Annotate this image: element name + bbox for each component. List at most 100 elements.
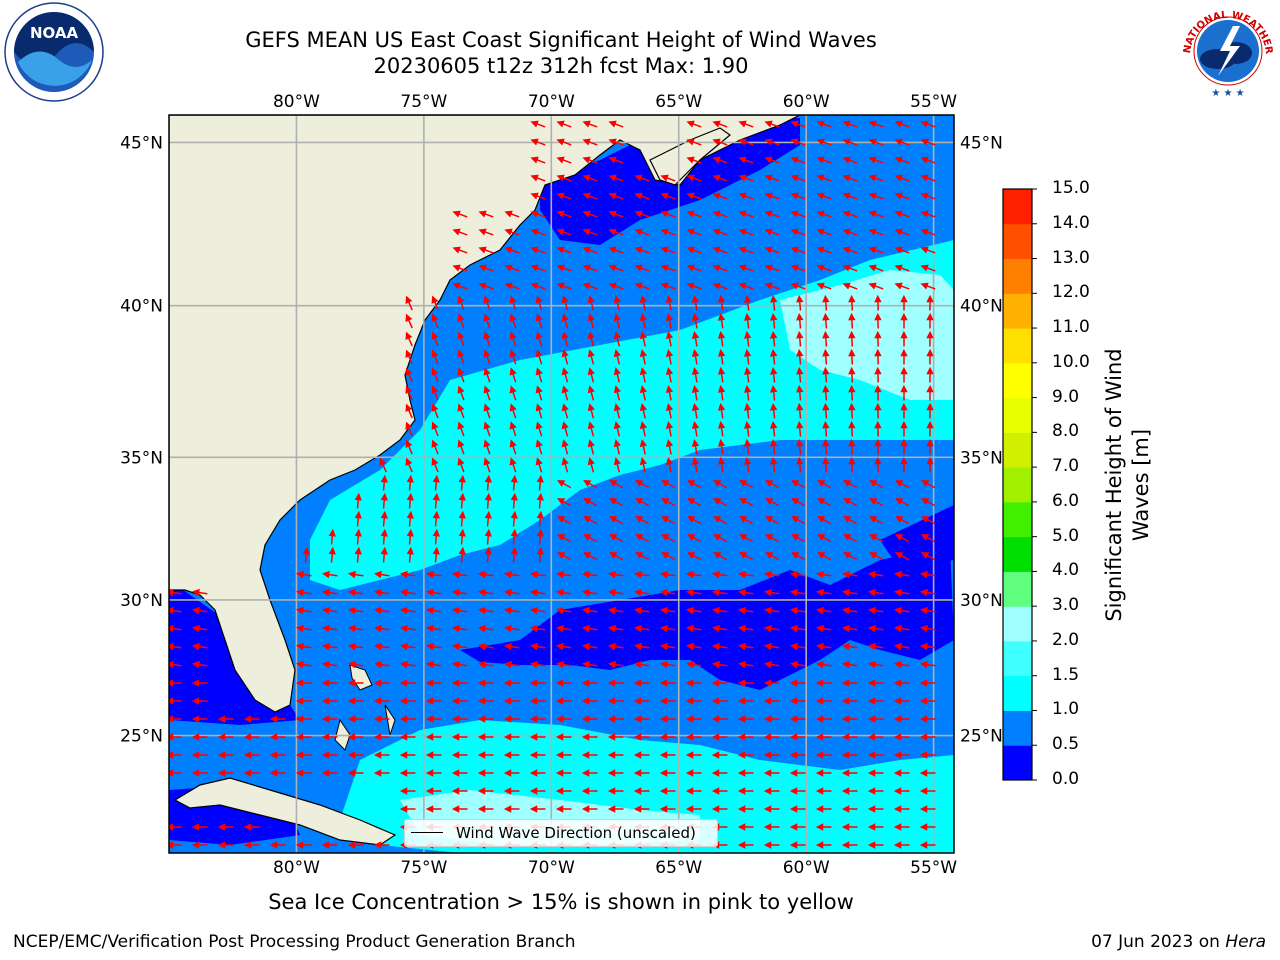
wind-arrow-head [169,588,174,597]
wind-arrow-head [587,367,595,376]
wind-arrow-head [635,480,644,487]
wind-arrow-head [763,823,772,831]
wind-arrow-head [737,805,746,813]
wind-arrow-head [633,751,642,759]
wind-arrow-head [711,679,720,687]
wind-arrow-head [796,348,804,357]
colorbar-level-label: 1.0 [1052,699,1080,720]
wind-arrow-head [458,528,466,537]
wind-arrow-head [613,403,621,412]
wind-arrow-head [691,402,700,411]
wind-arrow-head [432,510,440,519]
wind-arrow-head [713,534,722,541]
wind-arrow-head [691,312,700,321]
wind-arrow-head [900,330,908,339]
wind-arrow-head [425,787,434,795]
wind-arrow-head [685,606,694,615]
wind-arrow-head [842,246,851,254]
wind-arrow-head [529,697,538,705]
wind-arrow-head [581,805,590,813]
wind-arrow-head [633,570,642,579]
wind-arrow-head [535,367,543,376]
wind-arrow-head [405,313,413,322]
wind-arrow-head [583,516,592,523]
wind-arrow-head [613,421,621,430]
wind-arrow-head [920,282,929,290]
wind-arrow-head [425,570,434,579]
wind-arrow-head [347,751,356,759]
wind-arrow-head [608,156,617,164]
wind-arrow-head [639,421,648,430]
wind-arrow-head [895,480,904,487]
wind-arrow-head [587,331,595,340]
wind-arrow-head [556,156,565,164]
wind-arrow-head [764,246,773,254]
wind-arrow-head [796,420,804,429]
wind-arrow-head [874,312,882,321]
wind-arrow-head [425,606,434,615]
wind-arrow-head [503,606,512,615]
wind-arrow-head [321,642,330,651]
wind-arrow-head [295,751,304,759]
wind-arrow-head [900,312,908,321]
wind-arrow-head [406,492,414,501]
wind-arrow-head [790,264,799,272]
wind-arrow-head [713,498,722,505]
wind-arrow-head [639,457,648,466]
colorbar-level-label: 2.0 [1052,629,1080,650]
wind-arrow-head [607,751,616,759]
wind-arrow-head [431,349,439,358]
wind-arrow-head [581,715,590,723]
wind-arrow-head [451,733,460,741]
wind-arrow-head [529,679,538,687]
wind-arrow-head [509,349,517,358]
wind-arrow-head [555,606,564,615]
wind-arrow-head [743,330,752,339]
colorbar-segment [1003,397,1032,433]
wind-arrow-head [483,421,491,430]
wind-arrow-head [581,588,590,597]
wind-arrow-head [425,624,434,633]
wind-arrow-head [380,474,388,483]
wind-arrow-head [484,510,492,519]
wind-arrow-head [659,588,668,597]
wind-arrow-head [399,715,408,723]
wind-arrow-head [607,570,616,579]
wind-arrow-head [484,528,492,537]
wind-arrow-head [373,769,382,777]
wind-arrow-head [763,697,772,705]
wind-arrow-head [582,174,591,182]
wind-arrow-head [920,192,929,200]
wind-arrow-head [790,210,799,218]
wind-arrow-head [686,174,695,182]
wind-arrow-head [867,679,876,687]
wind-arrow-head [633,805,642,813]
land-cuba [173,777,397,846]
wind-arrow-head [711,715,720,723]
wind-arrow-head [608,246,617,254]
wind-arrow-head [685,570,694,579]
wind-arrow-head [399,751,408,759]
wind-arrow-head [191,679,200,687]
wind-arrow-head [609,480,618,487]
wind-arrow-head [607,805,616,813]
wind-arrow-head [894,264,903,272]
wind-arrow-head [848,438,856,447]
wind-arrow-head [868,156,877,164]
colorbar-level-label: 0.5 [1052,734,1080,755]
wind-arrow-head [557,552,566,559]
wind-arrow-head [354,528,362,537]
wind-arrow-head [555,715,564,723]
lon-label-top: 75°W [400,92,447,112]
wind-arrow-head [763,805,772,813]
wind-arrow-head [900,348,908,357]
wind-arrow-head [561,403,569,412]
wind-arrow-head [529,660,538,669]
wind-arrow-head [738,156,747,164]
wind-arrow-head [582,192,591,200]
wind-arrow-head [815,624,824,633]
wind-arrow-head [867,769,876,777]
wind-arrow-head [373,751,382,759]
wind-arrow-head [613,367,621,376]
wind-arrow-head [431,439,439,448]
